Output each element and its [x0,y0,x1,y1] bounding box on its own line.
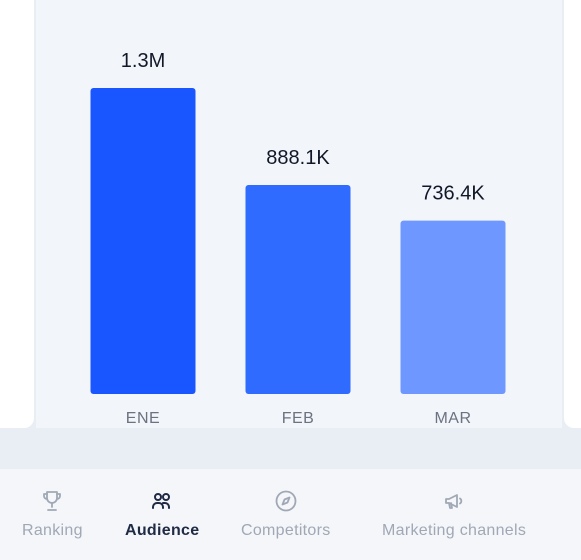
monthly-bar-chart: 1.3M ENE 888.1K FEB 736.4K MAR [90,50,506,427]
trophy-icon [39,488,65,514]
users-icon [149,488,175,514]
compass-icon [273,488,299,514]
bar-mar [400,220,506,394]
nav-item-audience[interactable]: Audience [125,488,199,540]
bar-ene [90,88,196,394]
nav-label-ranking: Ranking [22,522,83,539]
nav-label-competitors: Competitors [241,522,331,539]
nav-label-audience: Audience [125,522,200,539]
nav-item-marketing-channels[interactable]: Marketing channels [382,488,526,540]
bar-value-label: 736.4K [421,183,485,205]
bottom-navigation: Ranking Audience Competitors [0,469,581,560]
nav-item-ranking[interactable]: Ranking [22,488,83,540]
nav-label-marketing-channels: Marketing channels [382,522,527,539]
nav-item-competitors[interactable]: Competitors [241,488,331,540]
bar-value-label: 888.1K [266,147,330,169]
category-label: FEB [282,410,315,427]
bar-feb [245,184,351,394]
next-card [564,0,581,428]
category-label: MAR [434,410,471,427]
megaphone-icon [441,488,467,514]
category-label: ENE [126,410,160,427]
previous-card [0,0,34,428]
bar-value-label: 1.3M [121,50,165,72]
